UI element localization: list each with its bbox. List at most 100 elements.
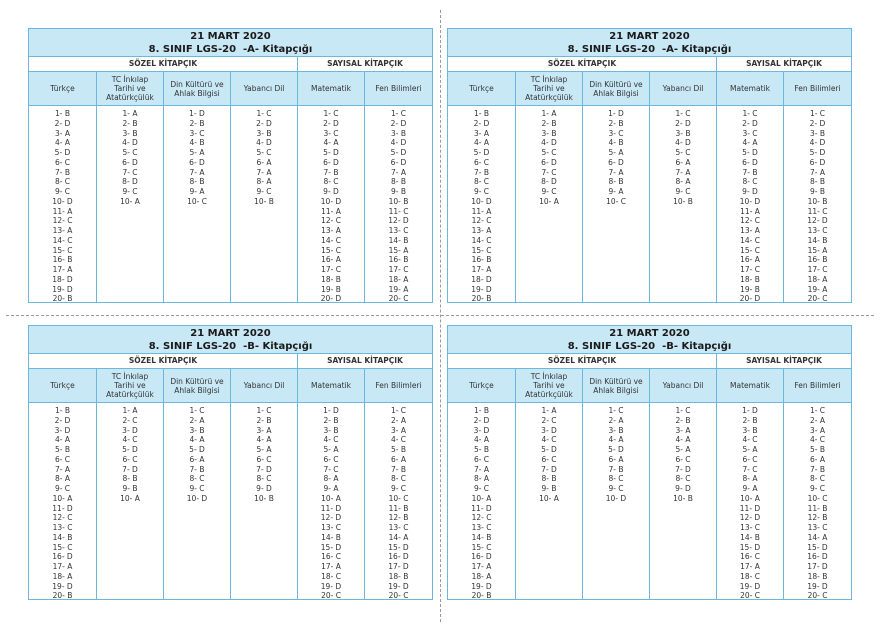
answer: 17- A bbox=[52, 562, 73, 571]
answer: 13- C bbox=[52, 523, 73, 532]
answer: 3- A bbox=[391, 425, 406, 435]
column-header: TC İnkılap Tarihi ve Atatürkçülük bbox=[516, 72, 583, 106]
answer: 8- A bbox=[675, 177, 691, 187]
answer: 16- B bbox=[471, 255, 492, 265]
answer: 1- C bbox=[675, 109, 691, 118]
section-header: SÖZEL KİTAPÇIK bbox=[448, 354, 717, 369]
answer: 19- B bbox=[321, 284, 341, 294]
answer-key-panel: 21 MART 2020 8. SINIF LGS-20 -B- Kitapçığ… bbox=[447, 325, 852, 600]
answer: 20- B bbox=[471, 591, 492, 601]
answer-column: 1- C 2- D 3- C 4- A 5- D 6- D 7- B 8- C 9- D 10- … bbox=[717, 106, 784, 303]
answer: 5- D bbox=[189, 445, 205, 454]
answer: 4- A bbox=[189, 435, 205, 445]
answer: 4- D bbox=[541, 138, 557, 148]
answer: 2- A bbox=[391, 415, 406, 425]
answer: 4- A bbox=[675, 435, 691, 445]
answer: 1- C bbox=[608, 406, 624, 415]
answer: 5- C bbox=[256, 148, 272, 157]
section-header: SÖZEL KİTAPÇIK bbox=[29, 354, 298, 369]
answer: 10- D bbox=[320, 196, 342, 206]
answer: 4- C bbox=[323, 435, 339, 445]
answer: 3- B bbox=[390, 128, 406, 138]
answer: 1- C bbox=[809, 406, 826, 415]
answer: 8- C bbox=[608, 474, 624, 484]
answer: 19- A bbox=[388, 284, 409, 294]
answer-column: 1- D 2- B 3- C 4- B 5- A 6- D 7- A 8- B 9- A 10- … bbox=[164, 106, 231, 302]
answer: 14- B bbox=[740, 532, 760, 542]
answer: 17- A bbox=[52, 265, 73, 274]
answer: 9- B bbox=[390, 187, 406, 196]
answer: 6- D bbox=[742, 157, 758, 167]
answer: 16- D bbox=[471, 552, 492, 562]
answer: 14- A bbox=[388, 532, 409, 542]
answer: 12- D bbox=[320, 513, 342, 523]
answer: 6- C bbox=[541, 454, 557, 464]
answer: 16- A bbox=[740, 255, 760, 265]
answer: 19- D bbox=[52, 581, 73, 591]
answer: 10- D bbox=[605, 493, 627, 503]
answer: 4- A bbox=[474, 138, 489, 148]
answer: 6- A bbox=[256, 157, 272, 167]
answer: 2- B bbox=[608, 118, 624, 128]
answer: 9- C bbox=[54, 187, 71, 196]
answer: 19- B bbox=[740, 284, 760, 294]
answer: 4- C bbox=[122, 435, 138, 445]
answer: 6- C bbox=[54, 157, 71, 167]
answer: 16- D bbox=[388, 552, 409, 562]
answer: 9- C bbox=[809, 484, 826, 493]
answer: 9- C bbox=[473, 187, 490, 196]
answer: 5- C bbox=[122, 148, 138, 157]
answer: 12- C bbox=[52, 216, 73, 226]
answer: 13- C bbox=[740, 523, 760, 532]
answer: 4- C bbox=[809, 435, 826, 445]
section-header: SÖZEL KİTAPÇIK bbox=[448, 57, 717, 72]
booklet-title: 8. SINIF LGS-20 -A- Kitapçığı bbox=[148, 44, 313, 55]
answer: 8- B bbox=[189, 177, 205, 187]
column-header: Yabancı Dil bbox=[231, 72, 298, 106]
answer: 4- B bbox=[189, 138, 205, 148]
answer: 6- A bbox=[391, 454, 406, 464]
answer: 5- B bbox=[473, 445, 489, 454]
answer: 6- D bbox=[608, 157, 624, 167]
answer: 6- C bbox=[473, 157, 490, 167]
answer: 16- A bbox=[321, 255, 341, 265]
answer: 5- D bbox=[473, 148, 490, 157]
exam-date: 21 MART 2020 bbox=[190, 328, 271, 339]
answer: 3- B bbox=[122, 128, 138, 138]
column-header: Din Kültürü ve Ahlak Bilgisi bbox=[583, 369, 650, 403]
answer: 15- C bbox=[52, 542, 73, 552]
booklet-title: 8. SINIF LGS-20 -B- Kitapçığı bbox=[567, 341, 732, 352]
answer: 11- D bbox=[52, 503, 73, 513]
section-header: SAYISAL KİTAPÇIK bbox=[717, 57, 851, 72]
answer: 10- C bbox=[807, 493, 828, 503]
answer: 20- C bbox=[740, 591, 760, 601]
answer-column: 1- C 2- A 3- A 4- C 5- B 6- A 7- B 8- C 9- C 10- … bbox=[365, 403, 432, 600]
answer: 11- D bbox=[471, 503, 492, 513]
answer: 10- B bbox=[254, 493, 274, 503]
answer: 14- C bbox=[471, 235, 492, 245]
column-header: Türkçe bbox=[29, 369, 97, 403]
exam-date: 21 MART 2020 bbox=[609, 31, 690, 42]
answer: 18- C bbox=[740, 571, 760, 581]
answer: 5- A bbox=[189, 148, 205, 157]
answer: 4- A bbox=[323, 138, 339, 148]
answer: 7- C bbox=[742, 464, 758, 474]
answer: 2- D bbox=[54, 415, 71, 425]
column-header: TC İnkılap Tarihi ve Atatürkçülük bbox=[97, 369, 164, 403]
answer: 1- D bbox=[323, 406, 339, 415]
answer: 11- C bbox=[388, 206, 409, 216]
answer: 9- C bbox=[390, 484, 407, 493]
answer: 7- D bbox=[256, 464, 272, 474]
panel-header: 21 MART 2020 8. SINIF LGS-20 -A- Kitapçığ… bbox=[29, 29, 432, 57]
answer: 10- A bbox=[471, 493, 492, 503]
answer: 18- B bbox=[740, 274, 760, 284]
answer: 9- B bbox=[122, 484, 138, 493]
answer: 7- A bbox=[810, 167, 825, 177]
answer: 15- C bbox=[321, 245, 341, 255]
answer: 8- D bbox=[541, 177, 557, 187]
answer: 10- C bbox=[187, 196, 207, 206]
answer: 10- A bbox=[321, 493, 341, 503]
column-header: Din Kültürü ve Ahlak Bilgisi bbox=[164, 369, 231, 403]
answer: 6- D bbox=[189, 157, 205, 167]
answer: 11- B bbox=[388, 503, 409, 513]
